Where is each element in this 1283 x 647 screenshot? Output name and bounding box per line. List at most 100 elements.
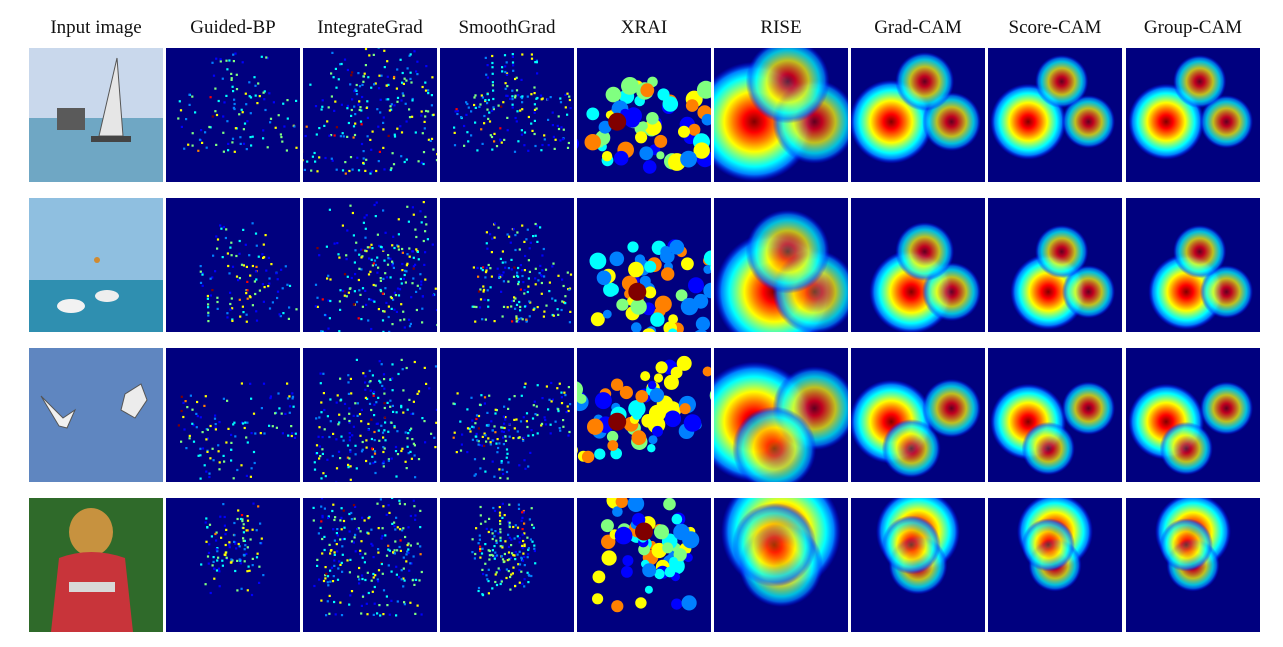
saliency-speck: [352, 303, 355, 306]
saliency-speck: [491, 54, 494, 58]
saliency-speck: [497, 567, 500, 570]
saliency-speck: [217, 567, 220, 570]
saliency-speck: [527, 548, 530, 551]
saliency-speck: [370, 437, 373, 441]
saliency-speck: [498, 276, 501, 279]
saliency-speck: [387, 257, 390, 260]
saliency-speck: [268, 424, 271, 427]
saliency-speck: [224, 543, 227, 547]
saliency-speck: [510, 268, 513, 271]
heatmap-background: [166, 498, 300, 632]
saliency-speck: [224, 551, 227, 554]
saliency-speck: [303, 168, 306, 171]
saliency-speck: [230, 72, 233, 75]
saliency-speck: [416, 250, 419, 253]
saliency-speck: [385, 84, 388, 87]
saliency-speck: [226, 312, 229, 315]
saliency-speck: [221, 559, 224, 562]
saliency-speck: [327, 299, 330, 302]
saliency-speck: [333, 539, 336, 542]
saliency-speck: [400, 578, 403, 581]
input-image-birds: [29, 348, 163, 482]
saliency-speck: [361, 95, 364, 99]
saliency-speck: [498, 514, 502, 517]
saliency-speck: [509, 588, 512, 591]
saliency-speck: [369, 270, 372, 273]
saliency-speck: [216, 559, 219, 562]
saliency-speck: [515, 320, 518, 323]
saliency-speck: [386, 75, 389, 78]
saliency-speck: [354, 453, 357, 456]
saliency-speck: [303, 159, 304, 162]
saliency-speck: [408, 318, 411, 321]
saliency-speck: [333, 109, 336, 112]
saliency-speck: [387, 504, 390, 507]
saliency-speck: [475, 527, 478, 530]
saliency-speck: [251, 528, 254, 531]
saliency-speck: [288, 405, 292, 408]
saliency-speck: [277, 392, 280, 395]
saliency-speck: [554, 138, 557, 141]
xrai-segment: [688, 277, 704, 294]
saliency-speck: [529, 451, 532, 454]
saliency-speck: [348, 571, 351, 574]
xrai-segment: [641, 414, 655, 428]
saliency-speck: [494, 530, 497, 533]
saliency-speck: [262, 300, 265, 303]
saliency-speck: [517, 283, 520, 286]
saliency-speck: [233, 421, 236, 424]
saliency-speck: [360, 256, 363, 259]
saliency-speck: [382, 146, 385, 149]
saliency-speck: [230, 433, 233, 436]
saliency-speck: [491, 549, 494, 552]
saliency-speck: [406, 205, 409, 208]
saliency-speck: [354, 550, 357, 553]
saliency-speck: [482, 457, 485, 460]
saliency-speck: [534, 267, 537, 270]
heatmap-blob: [745, 209, 830, 294]
saliency-speck: [515, 120, 518, 123]
input-image-dog: [29, 498, 163, 632]
saliency-speck: [340, 435, 343, 438]
saliency-speck: [347, 381, 350, 384]
saliency-speck: [465, 101, 468, 104]
saliency-speck: [286, 117, 289, 120]
saliency-speck: [214, 270, 217, 273]
saliency-speck: [347, 392, 350, 395]
xrai-segment: [683, 414, 702, 432]
saliency-map-rise-boats-on-sea: [714, 198, 848, 332]
sea: [29, 118, 163, 182]
saliency-speck: [206, 555, 210, 558]
saliency-speck: [246, 280, 249, 283]
saliency-speck: [529, 538, 532, 541]
saliency-speck: [519, 305, 522, 308]
saliency-speck: [398, 576, 401, 579]
saliency-speck: [253, 280, 256, 283]
saliency-speck: [388, 109, 391, 112]
saliency-map-rise-birds: [714, 348, 848, 482]
saliency-speck: [287, 317, 290, 320]
saliency-speck: [566, 271, 569, 274]
saliency-speck: [516, 526, 520, 529]
saliency-speck: [393, 246, 396, 250]
saliency-speck: [227, 142, 230, 145]
saliency-map-grad_cam-boats-on-sea: [851, 198, 985, 332]
saliency-speck: [490, 528, 493, 531]
saliency-speck: [516, 110, 519, 113]
saliency-speck: [533, 86, 536, 89]
xrai-segment: [685, 99, 699, 112]
saliency-speck: [478, 306, 482, 309]
saliency-speck: [390, 297, 393, 300]
saliency-speck: [396, 127, 399, 130]
saliency-speck: [346, 68, 349, 72]
saliency-speck: [477, 290, 481, 293]
saliency-speck: [523, 459, 526, 462]
saliency-speck: [231, 319, 234, 322]
saliency-speck: [415, 290, 418, 293]
saliency-speck: [541, 275, 544, 278]
saliency-speck: [360, 248, 363, 251]
saliency-speck: [268, 282, 271, 285]
saliency-speck: [400, 155, 403, 158]
saliency-speck: [229, 308, 232, 311]
saliency-speck: [245, 265, 248, 268]
